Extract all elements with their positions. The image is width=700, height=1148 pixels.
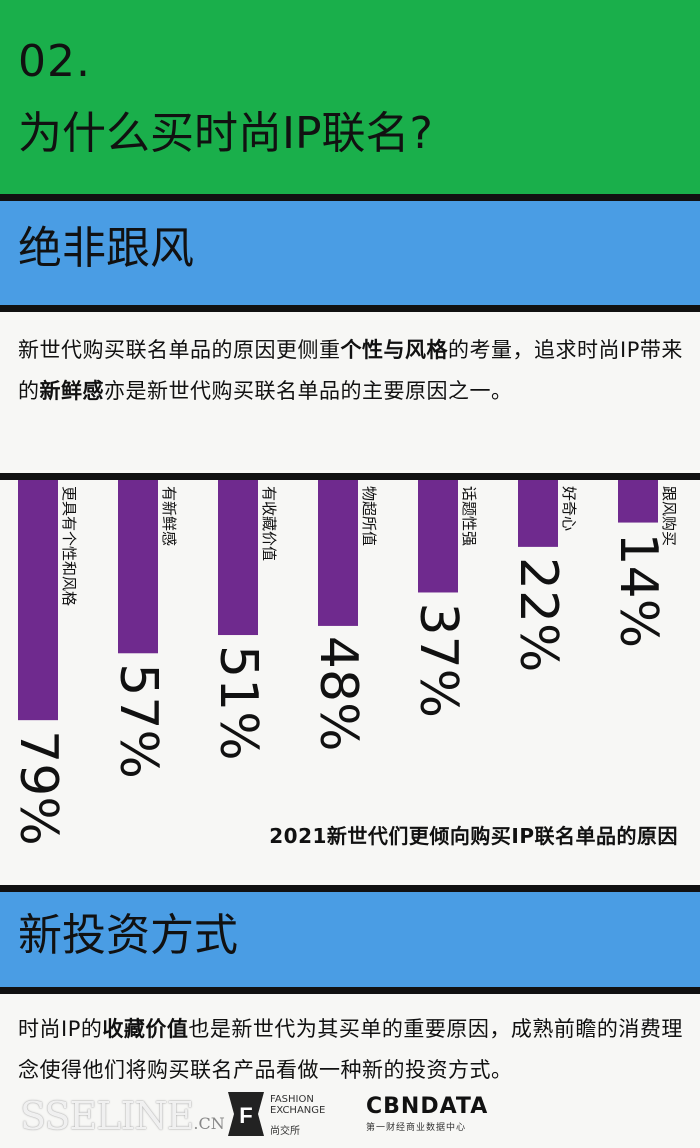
chart-title: 2021新世代们更倾向购买IP联名单品的原因	[269, 824, 678, 848]
section-title: 为什么买时尚IP联名?	[18, 108, 433, 159]
bar-value-label: 48%	[308, 636, 368, 752]
bar-category-label: 好奇心	[560, 486, 578, 531]
paragraph-text: 时尚IP的	[18, 1017, 103, 1041]
bar-value-label: 14%	[608, 533, 668, 649]
section-header: 02. 为什么买时尚IP联名?	[0, 0, 700, 194]
paragraph-emphasis: 收藏价值	[102, 1017, 189, 1041]
paragraph-emphasis: 新鲜感	[39, 379, 104, 403]
bar-3	[218, 480, 258, 636]
bar-2	[118, 480, 158, 654]
paragraph-emphasis: 个性与风格	[340, 338, 448, 362]
bar-category-label: 有收藏价值	[260, 486, 278, 561]
fashion-exchange-icon: F	[228, 1092, 264, 1136]
bar-7	[618, 480, 658, 523]
bar-value-label: 37%	[408, 602, 468, 718]
bar-category-label: 有新鲜感	[160, 486, 178, 546]
paragraph-2: 时尚IP的收藏价值也是新世代为其买单的重要原因，成熟前瞻的消费理念使得他们将购买…	[18, 1009, 684, 1091]
sseline-logo-text: SSELINE	[20, 1094, 194, 1138]
cbndata-logo: CBNDATA 第一财经商业数据中心	[366, 1094, 488, 1133]
paragraph-text: 的考量，追求时尚IP带来的	[18, 338, 683, 403]
bar-value-label: 79%	[8, 730, 68, 846]
paragraph-text: 亦是新世代购买联名单品的主要原因之一。	[104, 379, 513, 403]
paragraph-text: 也是新世代为其买单的重要原因，成熟前瞻的消费理念使得他们将购买联名产品看做一种新…	[18, 1017, 683, 1082]
bar-category-label: 话题性强	[460, 486, 478, 546]
section-number: 02.	[18, 36, 91, 87]
divider	[0, 194, 700, 201]
fashion-exchange-cn: 尚交所	[270, 1126, 300, 1137]
fashion-exchange-line1: FASHION	[270, 1094, 314, 1105]
fashion-exchange-line2: EXCHANGE	[270, 1105, 326, 1116]
bar-category-label: 更具有个性和风格	[60, 486, 78, 606]
svg-text:F: F	[239, 1103, 252, 1128]
bar-value-label: 22%	[508, 557, 568, 673]
bar-value-label: 51%	[208, 645, 268, 761]
divider	[0, 305, 700, 312]
divider	[0, 987, 700, 994]
subsection-title-2: 新投资方式	[18, 910, 238, 961]
fashion-exchange-logo: F FASHION EXCHANGE 尚交所	[228, 1092, 338, 1142]
bar-1	[18, 480, 58, 721]
bar-category-label: 跟风购买	[660, 486, 678, 546]
sseline-logo: SSELINE.CN	[20, 1094, 225, 1138]
cbndata-name: CBNDATA	[366, 1094, 489, 1119]
bar-5	[418, 480, 458, 593]
paragraph-text: 新世代购买联名单品的原因更侧重	[18, 338, 341, 362]
divider	[0, 885, 700, 892]
footer-logos: SSELINE.CN F FASHION EXCHANGE 尚交所 CBNDATA…	[0, 1086, 700, 1148]
paragraph-1: 新世代购买联名单品的原因更侧重个性与风格的考量，追求时尚IP带来的新鲜感亦是新世…	[18, 330, 684, 412]
subsection-title-1: 绝非跟风	[18, 223, 194, 274]
subsection-header-1: 绝非跟风	[0, 201, 700, 305]
divider	[0, 473, 700, 480]
bar-4	[318, 480, 358, 626]
subsection-header-2: 新投资方式	[0, 892, 700, 987]
sseline-logo-suffix: .CN	[193, 1114, 225, 1133]
cbndata-subtitle: 第一财经商业数据中心	[366, 1123, 467, 1133]
bar-category-label: 物超所值	[360, 486, 378, 546]
bar-value-label: 57%	[108, 663, 168, 779]
reasons-bar-chart: 更具有个性和风格 79% 有新鲜感 57% 有收藏价值 51% 物超所值 48% 话题性强 37%…	[8, 480, 678, 846]
bar-6	[518, 480, 558, 547]
